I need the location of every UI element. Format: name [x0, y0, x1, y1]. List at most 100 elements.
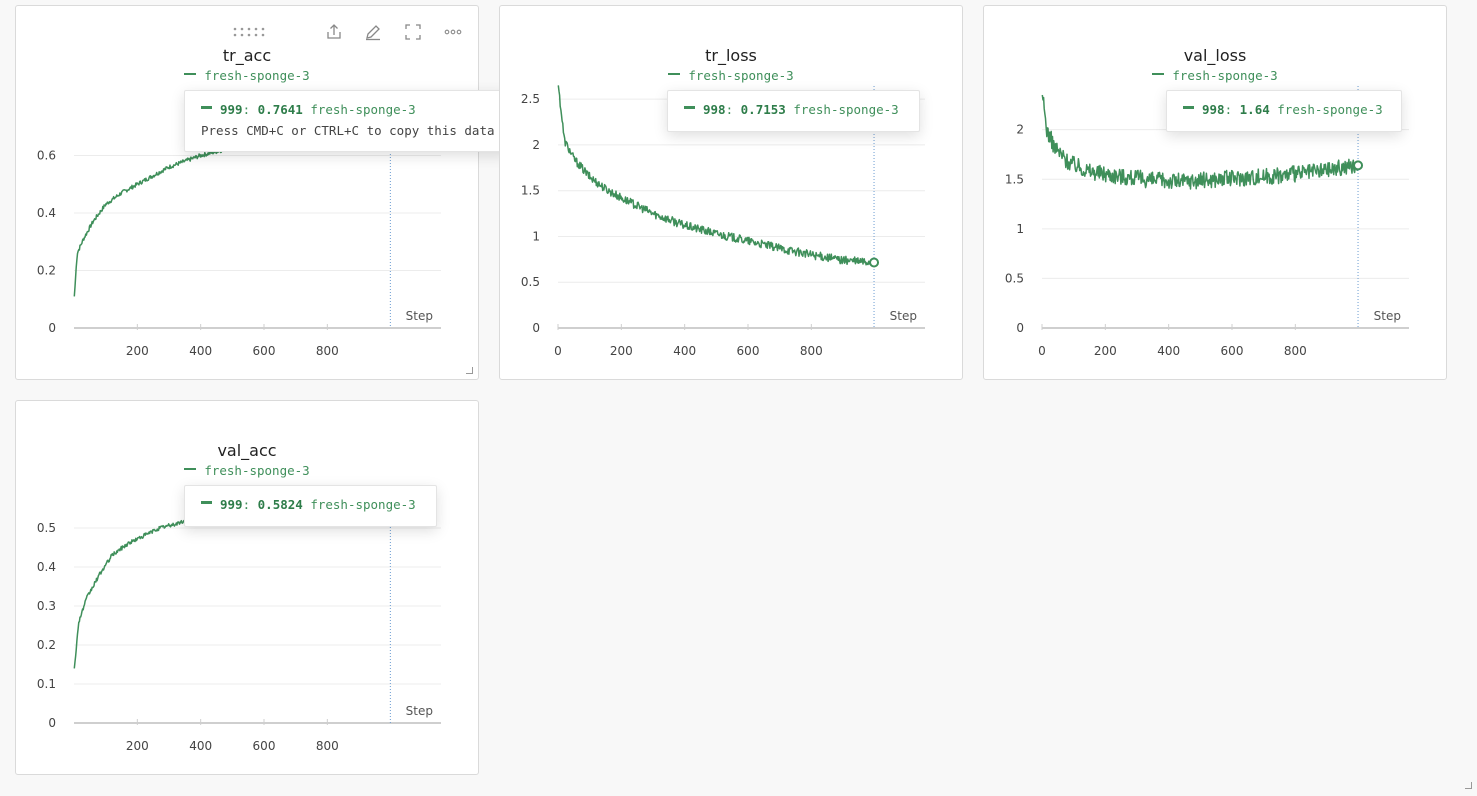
- resize-handle-icon[interactable]: [466, 367, 473, 374]
- tooltip-sep: :: [725, 102, 741, 117]
- y-tick-label: 0.3: [37, 599, 56, 613]
- x-tick-label: 200: [1094, 344, 1117, 358]
- x-tick-label: 200: [126, 344, 149, 358]
- x-axis-label: Step: [890, 309, 917, 323]
- drag-handle-icon[interactable]: [232, 22, 265, 42]
- x-tick-label: 600: [1221, 344, 1244, 358]
- x-tick-label: 800: [316, 739, 339, 753]
- page-resize-handle-icon[interactable]: [1465, 782, 1472, 789]
- series-line-fresh-sponge-3: [557, 85, 875, 266]
- x-tick-label: 600: [253, 344, 276, 358]
- y-tick-label: 0.5: [1005, 271, 1024, 285]
- series-line-fresh-sponge-3: [1041, 94, 1359, 190]
- chart-panel-tr-acc[interactable]: tr_acc fresh-sponge-3 0 0.2 0.4 0.6 200 400 60…: [15, 5, 511, 381]
- x-tick-label: 0: [554, 344, 562, 358]
- data-tooltip: 999: 0.7641 fresh-sponge-3 Press CMD+C o…: [184, 90, 511, 152]
- y-tick-label: 2.5: [521, 92, 540, 106]
- tooltip-sep: :: [1224, 102, 1240, 117]
- data-tooltip: 998: 1.64 fresh-sponge-3: [1166, 90, 1402, 132]
- y-tick-label: 2: [532, 138, 540, 152]
- data-tooltip: 998: 0.7153 fresh-sponge-3: [667, 90, 920, 132]
- tooltip-step: 998: [1202, 102, 1225, 117]
- pencil-icon[interactable]: [363, 22, 383, 42]
- tooltip-swatch: [201, 501, 212, 504]
- chart-plot-area[interactable]: 0 0.1 0.2 0.3 0.4 0.5 200 400 600 800 Step: [16, 401, 480, 776]
- y-tick-label: 0.4: [37, 206, 56, 220]
- y-tick-label: 0.2: [37, 638, 56, 652]
- chart-title: val_acc: [217, 441, 277, 460]
- more-icon[interactable]: [443, 22, 463, 42]
- legend-label: fresh-sponge-3: [204, 68, 310, 83]
- x-tick-label: 400: [673, 344, 696, 358]
- y-tick-label: 0.1: [37, 677, 56, 691]
- tooltip-value: 1.64: [1239, 102, 1270, 117]
- tooltip-sep: :: [242, 497, 258, 512]
- x-tick-label: 200: [610, 344, 633, 358]
- chart-legend[interactable]: fresh-sponge-3: [16, 463, 478, 478]
- tooltip-value: 0.5824: [257, 497, 303, 512]
- hover-point: [1353, 160, 1364, 171]
- legend-label: fresh-sponge-3: [688, 68, 794, 83]
- tooltip-swatch: [684, 106, 695, 109]
- fullscreen-icon[interactable]: [403, 22, 423, 42]
- y-tick-label: 0.4: [37, 560, 56, 574]
- y-tick-label: 1.5: [1005, 172, 1024, 186]
- x-tick-label: 400: [1157, 344, 1180, 358]
- x-tick-label: 600: [253, 739, 276, 753]
- y-tick-label: 1: [1016, 222, 1024, 236]
- legend-label: fresh-sponge-3: [1172, 68, 1278, 83]
- y-tick-label: 1.5: [521, 184, 540, 198]
- chart-plot-area[interactable]: 0 0.2 0.4 0.6 200 400 600 800 Step: [16, 6, 480, 381]
- y-tick-label: 0: [1016, 321, 1024, 335]
- tooltip-run: fresh-sponge-3: [310, 102, 416, 117]
- tooltip-copy-hint: Press CMD+C or CTRL+C to copy this data: [201, 123, 495, 138]
- chart-panel-tr-loss[interactable]: tr_loss fresh-sponge-3 0 0.5 1 1.5 2 2.5 0 200 4…: [499, 5, 963, 380]
- chart-title: tr_loss: [705, 46, 757, 65]
- legend-swatch: [668, 72, 681, 75]
- y-tick-label: 0.5: [37, 521, 56, 535]
- x-tick-label: 400: [189, 739, 212, 753]
- x-tick-label: 400: [189, 344, 212, 358]
- chart-panel-val-loss[interactable]: val_loss fresh-sponge-3 0 0.5 1 1.5 2 0 200 400…: [983, 5, 1447, 380]
- chart-legend[interactable]: fresh-sponge-3: [16, 68, 478, 83]
- x-tick-label: 800: [1284, 344, 1307, 358]
- tooltip-run: fresh-sponge-3: [793, 102, 899, 117]
- chart-legend[interactable]: fresh-sponge-3: [500, 68, 962, 83]
- legend-label: fresh-sponge-3: [204, 463, 310, 478]
- chart-legend[interactable]: fresh-sponge-3: [984, 68, 1446, 83]
- y-tick-label: 0: [48, 716, 56, 730]
- y-tick-label: 0: [532, 321, 540, 335]
- x-axis-label: Step: [406, 309, 433, 323]
- legend-swatch: [184, 467, 197, 470]
- x-axis-label: Step: [1374, 309, 1401, 323]
- y-tick-label: 0: [48, 321, 56, 335]
- y-tick-label: 2: [1016, 123, 1024, 137]
- legend-swatch: [184, 72, 197, 75]
- tooltip-step: 999: [220, 102, 243, 117]
- y-tick-label: 0.6: [37, 149, 56, 163]
- x-tick-label: 600: [737, 344, 760, 358]
- tooltip-run: fresh-sponge-3: [310, 497, 416, 512]
- x-tick-label: 800: [800, 344, 823, 358]
- x-tick-label: 0: [1038, 344, 1046, 358]
- x-tick-label: 200: [126, 739, 149, 753]
- tooltip-value: 0.7153: [740, 102, 786, 117]
- chart-title: val_loss: [1183, 46, 1247, 65]
- data-tooltip: 999: 0.5824 fresh-sponge-3: [184, 485, 437, 527]
- x-axis-label: Step: [406, 704, 433, 718]
- y-tick-label: 0.5: [521, 275, 540, 289]
- tooltip-step: 999: [220, 497, 243, 512]
- hover-point: [869, 257, 880, 268]
- tooltip-step: 998: [703, 102, 726, 117]
- chart-title: tr_acc: [222, 46, 272, 65]
- chart-plot-area[interactable]: 0 0.5 1 1.5 2 2.5 0 200 400 600 800 Step: [500, 6, 964, 381]
- legend-swatch: [1152, 72, 1165, 75]
- chart-panel-val-acc[interactable]: val_acc fresh-sponge-3 0 0.1 0.2 0.3 0.4 0.5 2…: [15, 400, 479, 775]
- share-icon[interactable]: [324, 22, 344, 42]
- x-tick-label: 800: [316, 344, 339, 358]
- tooltip-value: 0.7641: [257, 102, 303, 117]
- tooltip-swatch: [1183, 106, 1194, 109]
- tooltip-sep: :: [242, 102, 258, 117]
- chart-plot-area[interactable]: 0 0.5 1 1.5 2 0 200 400 600 800 Step: [984, 6, 1448, 381]
- tooltip-swatch: [201, 106, 212, 109]
